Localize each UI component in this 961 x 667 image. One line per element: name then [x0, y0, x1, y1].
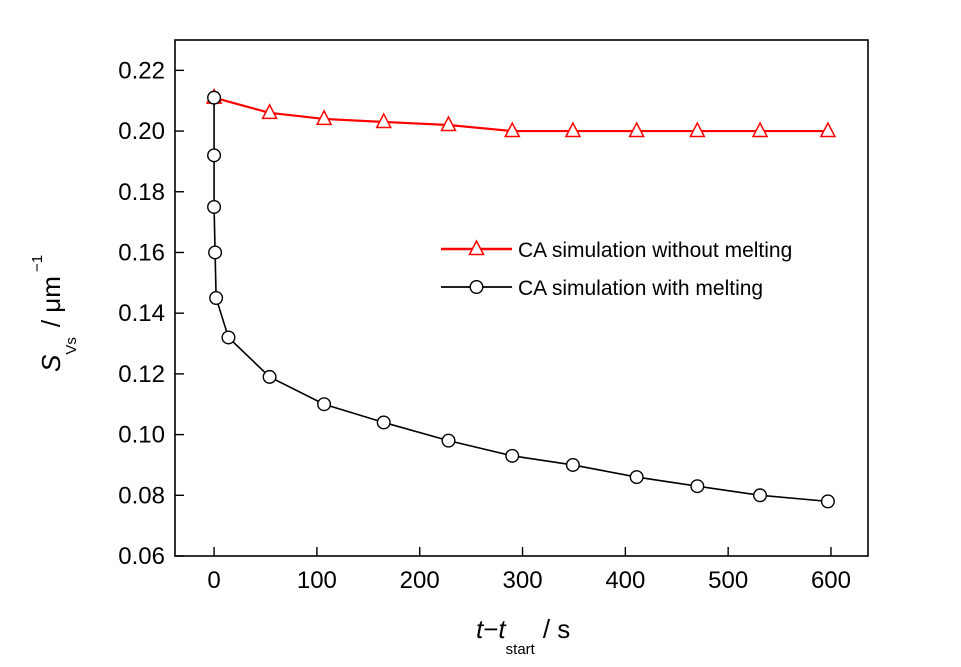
triangle-marker	[689, 121, 706, 138]
series-layer	[205, 88, 837, 509]
y-axis-var: S	[36, 354, 66, 372]
y-tick-label: 0.16	[118, 239, 165, 266]
circle-marker	[208, 245, 223, 260]
y-tick-label: 0.08	[118, 482, 165, 509]
y-tick-label: 0.20	[118, 118, 165, 145]
circle-marker	[262, 369, 277, 384]
circle-marker	[753, 488, 768, 503]
x-tick-label: 400	[605, 567, 645, 594]
series-line-without-melting	[213, 96, 828, 133]
x-axis-var1: t	[476, 614, 485, 644]
triangle-marker	[504, 121, 521, 138]
x-tick-label: 100	[297, 567, 337, 594]
x-tick-label: 600	[811, 567, 851, 594]
y-tick-label: 0.22	[118, 57, 165, 84]
circle-marker	[221, 330, 236, 345]
legend-triangle-marker	[468, 239, 485, 256]
x-tick-label: 0	[207, 567, 220, 594]
triangle-marker	[628, 121, 645, 138]
circle-marker	[207, 199, 222, 214]
legend: CA simulation without melting CA simulat…	[441, 239, 792, 300]
y-tick-label: 0.14	[118, 300, 165, 327]
x-axis-subscript: start	[506, 641, 536, 658]
x-axis-minus: −	[483, 614, 498, 644]
y-tick-label: 0.10	[118, 422, 165, 449]
circle-marker	[317, 397, 332, 412]
triangle-marker	[751, 121, 769, 138]
x-tick-label: 200	[400, 567, 440, 594]
circle-marker	[629, 470, 644, 485]
circle-marker	[209, 291, 224, 306]
x-axis-ticks: 0 100 200 300 400 500 600	[207, 547, 851, 594]
triangle-marker	[819, 121, 837, 138]
circle-marker	[820, 494, 835, 509]
triangle-marker	[375, 112, 392, 129]
triangle-marker	[315, 109, 333, 126]
circle-marker	[207, 90, 222, 105]
y-tick-label: 0.06	[118, 543, 165, 570]
x-axis-title: t−tstart/ s	[476, 614, 570, 658]
circle-marker	[505, 448, 520, 463]
legend-label-without-melting: CA simulation without melting	[518, 239, 792, 262]
x-tick-label: 500	[708, 567, 748, 594]
circle-marker	[565, 457, 580, 472]
legend-circle-marker	[469, 280, 484, 295]
x-tick-label: 300	[503, 567, 543, 594]
plot-frame	[174, 39, 869, 557]
y-axis-unit: / μm	[36, 276, 66, 327]
legend-label-with-melting: CA simulation with melting	[518, 277, 763, 300]
circle-marker	[376, 415, 391, 430]
circle-marker	[690, 479, 705, 494]
y-tick-label: 0.18	[118, 179, 165, 206]
y-axis-ticks: 0.06 0.08 0.10 0.12 0.14 0.16 0.18 0.20 0.22	[118, 57, 184, 570]
y-axis-subscript: Vs	[63, 337, 80, 355]
y-tick-label: 0.12	[118, 361, 165, 388]
circle-marker	[207, 148, 222, 163]
series-line-with-melting	[213, 97, 828, 503]
x-axis-unit: / s	[543, 614, 570, 644]
triangle-marker	[564, 121, 582, 138]
triangle-marker	[261, 103, 278, 120]
triangle-marker	[440, 115, 457, 132]
circle-marker	[441, 433, 456, 448]
y-axis-superscript: −1	[29, 255, 46, 272]
y-axis-title: SVs / μm −1	[29, 255, 80, 372]
x-axis-var2: t	[498, 614, 507, 644]
